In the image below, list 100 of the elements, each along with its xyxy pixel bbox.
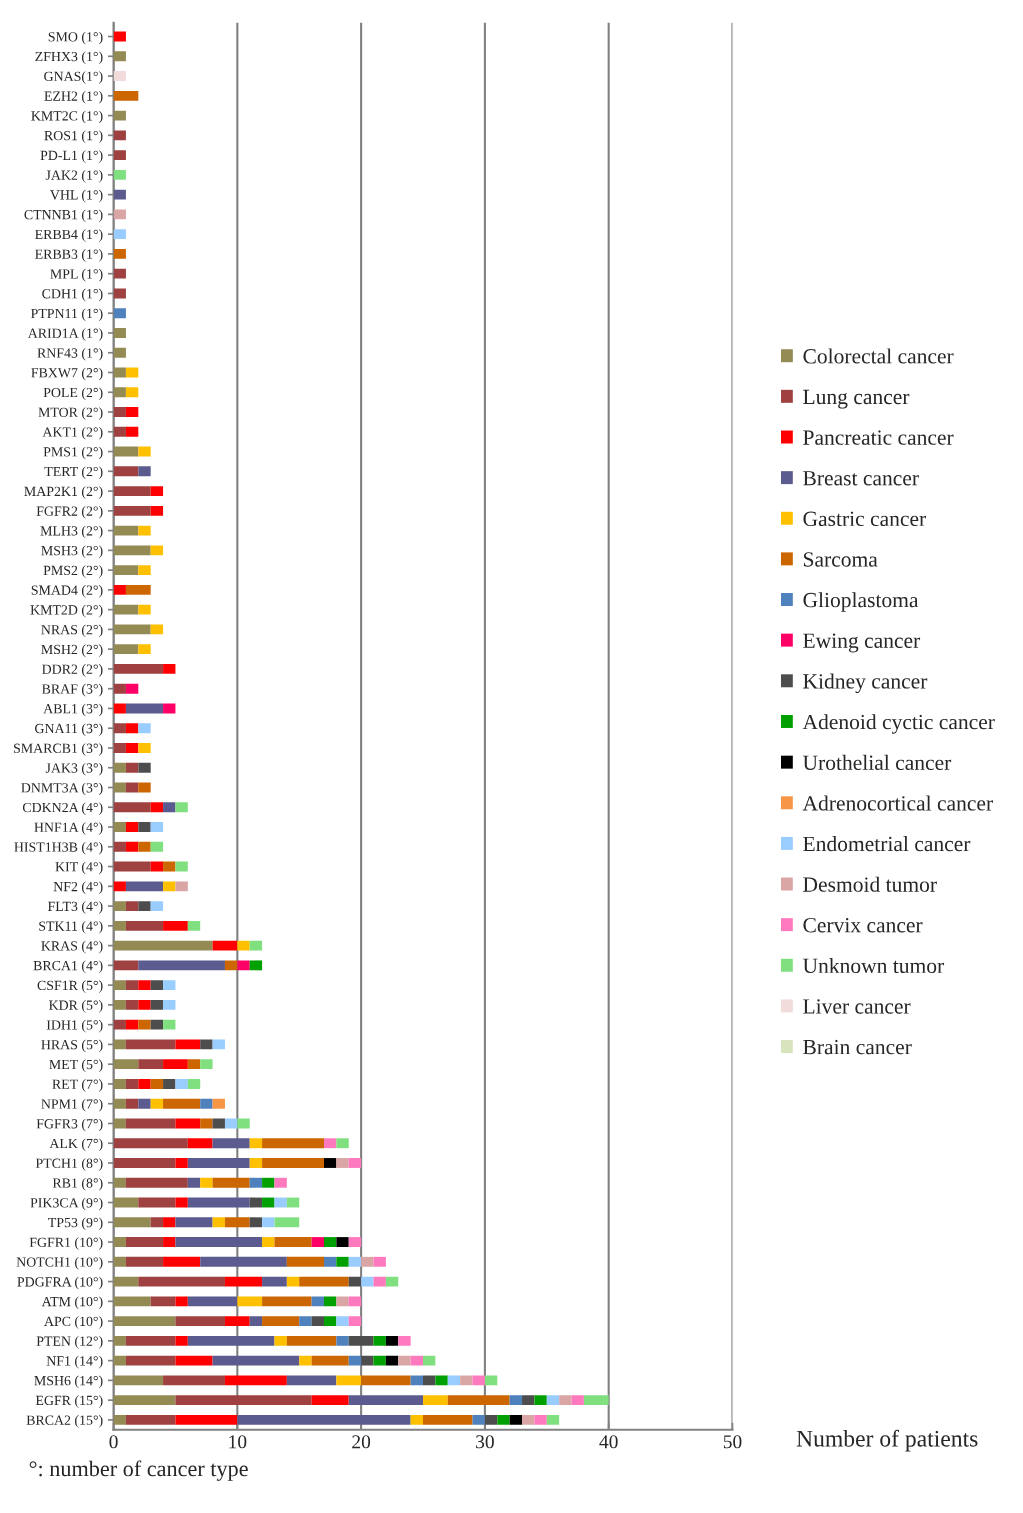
bar (224, 960, 238, 971)
y-tick-label: NPM1 (7°) (41, 1098, 103, 1112)
bar (138, 999, 151, 1010)
bar (435, 1375, 448, 1386)
legend-label: Brain cancer (803, 1039, 912, 1055)
y-tick-label: PTEN (12°) (36, 1336, 103, 1349)
bar (113, 940, 213, 951)
bar (249, 1158, 263, 1168)
bar (138, 743, 151, 753)
bar (274, 1177, 287, 1188)
bar (138, 446, 151, 457)
bar (125, 999, 139, 1010)
bar (175, 1395, 312, 1406)
bar (138, 822, 151, 832)
bar (113, 229, 126, 240)
bar (175, 1039, 201, 1050)
bar (150, 505, 164, 516)
y-tick-label: DNMT3A (3°) (21, 782, 103, 796)
bar (423, 1414, 473, 1425)
bar (138, 1197, 176, 1208)
y-tick-label: NF2 (4°) (53, 881, 103, 895)
bar (398, 1335, 411, 1346)
bar (113, 71, 126, 81)
bar (311, 1237, 324, 1247)
bar (249, 1316, 263, 1327)
bar (125, 1237, 164, 1247)
y-tick-label: ZFHX3 (1°) (35, 51, 103, 65)
bar (200, 1118, 213, 1129)
bar (113, 1098, 126, 1109)
bar (113, 999, 126, 1010)
bar (534, 1395, 547, 1406)
bar (274, 1197, 287, 1208)
y-tick-label: HNF1A (4°) (34, 822, 103, 835)
bar (113, 683, 126, 694)
bar (125, 980, 139, 991)
bar (262, 1158, 324, 1168)
bar (286, 1375, 337, 1386)
bar (237, 1296, 263, 1307)
bar (125, 822, 139, 832)
y-tick-label: BRCA1 (4°) (33, 960, 103, 974)
bar (163, 1019, 176, 1030)
legend-label: Adenoid cyctic cancer (802, 714, 995, 734)
bar (348, 1335, 374, 1346)
bar (138, 841, 151, 852)
bar (373, 1335, 386, 1346)
bar (150, 980, 164, 991)
bar (113, 1158, 176, 1168)
bar (200, 1098, 213, 1109)
bar (286, 1276, 300, 1287)
bar (559, 1395, 572, 1406)
bar (175, 1197, 188, 1208)
bar (113, 841, 126, 852)
bar (571, 1395, 584, 1406)
bar (113, 505, 151, 516)
bar (150, 486, 164, 497)
bar (323, 1296, 337, 1307)
y-tick-label: CTNNB1 (1°) (24, 209, 103, 223)
bar (373, 1256, 386, 1267)
bar (113, 1296, 151, 1307)
y-tick-label: EZH2 (1°) (44, 91, 103, 104)
bar (150, 999, 164, 1010)
bar (249, 960, 263, 971)
y-tick-label: GNAS(1°) (44, 71, 103, 84)
bar (163, 1256, 201, 1267)
bar (125, 1335, 176, 1346)
y-tick-label: MLH3 (2°) (40, 525, 103, 539)
bar (150, 802, 164, 813)
bar (323, 1316, 337, 1327)
bar (150, 901, 164, 912)
bar (113, 466, 139, 477)
bar (212, 1217, 225, 1228)
bar (125, 584, 151, 595)
bar (187, 1079, 201, 1089)
y-tick-label: FGFR2 (2°) (36, 506, 103, 519)
bar (113, 743, 126, 753)
y-tick-label: POLE (2°) (43, 387, 103, 401)
bar (212, 1039, 225, 1050)
y-tick-label: RET (7°) (52, 1079, 103, 1092)
bar (150, 1217, 164, 1228)
y-tick-label: ALK (7°) (49, 1138, 103, 1152)
bar (224, 1316, 250, 1327)
bar (113, 1375, 164, 1386)
y-tick-label: PD-L1 (1°) (40, 150, 103, 163)
bar (212, 1098, 225, 1109)
y-tick-label: MTOR (2°) (38, 407, 103, 420)
bar (113, 130, 126, 141)
bar (262, 1217, 275, 1228)
bar (237, 940, 250, 951)
bar (262, 1296, 312, 1307)
y-tick-label: BRCA2 (15°) (26, 1415, 103, 1428)
bar (113, 248, 126, 259)
bar (113, 1256, 126, 1267)
bar (175, 1118, 201, 1129)
bar (200, 1039, 213, 1050)
bar (125, 1118, 176, 1129)
bar (113, 802, 151, 813)
bar (113, 387, 126, 398)
y-tick-label: TERT (2°) (44, 466, 103, 480)
bar (447, 1395, 510, 1406)
bar (150, 624, 164, 635)
